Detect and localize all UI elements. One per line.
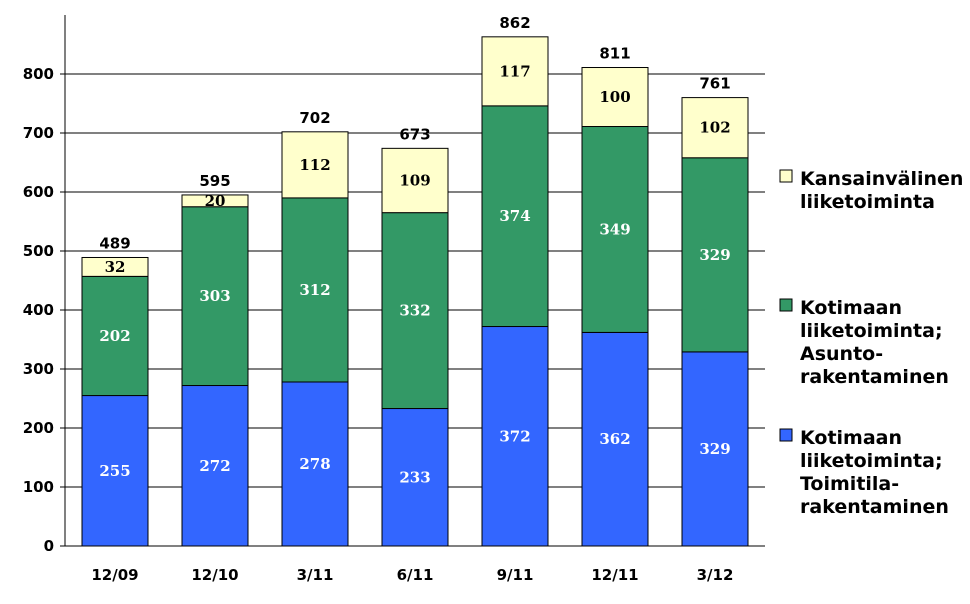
bar-segment — [481, 105, 549, 328]
legend-label: liiketoiminta; — [800, 450, 943, 472]
bar-segment — [281, 131, 349, 199]
bar-segment — [481, 36, 549, 107]
y-tick-label: 400 — [23, 301, 54, 319]
data-label: 372 — [499, 427, 530, 445]
y-tick-label: 300 — [23, 360, 54, 378]
data-label: 109 — [399, 171, 430, 189]
legend-swatch — [779, 169, 793, 183]
legend-label: Kansainvälinen — [800, 168, 963, 190]
total-label: 862 — [499, 14, 530, 32]
bar-segment — [681, 97, 749, 159]
bar-segment — [581, 331, 649, 547]
bar-segment — [381, 212, 449, 410]
x-tick-label: 9/11 — [497, 566, 534, 584]
data-label: 349 — [599, 220, 630, 238]
y-tick-label: 100 — [23, 478, 54, 496]
data-label: 303 — [199, 287, 230, 305]
data-label: 233 — [399, 468, 430, 486]
legend-label: liiketoiminta — [800, 191, 935, 213]
legend-label: Asunto- — [800, 343, 883, 365]
bar-segment — [381, 408, 449, 547]
x-tick-label: 3/11 — [297, 566, 334, 584]
y-tick-label: 200 — [23, 419, 54, 437]
data-label: 102 — [699, 119, 730, 137]
bar-segment — [381, 147, 449, 214]
x-tick-label: 12/10 — [191, 566, 238, 584]
data-label: 329 — [699, 440, 730, 458]
data-label: 278 — [299, 455, 330, 473]
data-label: 117 — [499, 62, 530, 80]
data-label: 332 — [399, 302, 430, 320]
bar-segment — [81, 275, 149, 397]
bar-segment — [681, 157, 749, 353]
total-label: 673 — [399, 125, 430, 143]
y-tick-label: 700 — [23, 124, 54, 142]
bar-segment — [181, 385, 249, 547]
bars: 255 202 32 489 272 303 20 595 278 312 112 702 233 332… — [81, 14, 749, 547]
y-tick-label: 500 — [23, 242, 54, 260]
bar-segment — [581, 67, 649, 128]
legend-label: liiketoiminta; — [800, 320, 943, 342]
data-label: 272 — [199, 457, 230, 475]
total-label: 702 — [299, 109, 330, 127]
data-label: 374 — [499, 207, 530, 225]
data-label: 112 — [299, 156, 330, 174]
data-label: 312 — [299, 281, 330, 299]
data-label: 202 — [99, 327, 130, 345]
legend-label: rakentaminen — [800, 496, 949, 518]
bar-segment — [81, 256, 149, 277]
y-tick-label: 800 — [23, 65, 54, 83]
x-tick-label: 3/12 — [697, 566, 734, 584]
bar-segment — [681, 351, 749, 547]
y-tick-label: 0 — [44, 537, 54, 555]
x-axis: 12/09 12/10 3/11 6/11 9/11 12/11 3/12 — [91, 566, 733, 584]
data-label: 32 — [105, 258, 126, 276]
data-label: 20 — [205, 192, 226, 210]
bar-segment — [581, 126, 649, 333]
legend-label: Toimitila- — [800, 473, 899, 495]
y-tick-label: 600 — [23, 183, 54, 201]
data-label: 255 — [99, 462, 130, 480]
legend-label: rakentaminen — [800, 366, 949, 388]
x-tick-label: 12/09 — [91, 566, 138, 584]
data-label: 100 — [599, 88, 630, 106]
x-tick-label: 6/11 — [397, 566, 434, 584]
bar-segment — [481, 326, 549, 547]
legend: KansainvälinenliiketoimintaKotimaanliike… — [779, 168, 963, 518]
legend-label: Kotimaan — [800, 297, 902, 319]
x-tick-label: 12/11 — [591, 566, 638, 584]
data-label: 362 — [599, 430, 630, 448]
total-label: 595 — [199, 172, 230, 190]
total-label: 761 — [699, 75, 730, 93]
total-label: 811 — [599, 45, 630, 63]
legend-label: Kotimaan — [800, 427, 902, 449]
data-label: 329 — [699, 246, 730, 264]
total-label: 489 — [99, 234, 130, 252]
bar-segment — [281, 197, 349, 383]
y-axis: 0 100 200 300 400 500 600 700 800 — [23, 15, 66, 555]
legend-swatch — [779, 298, 793, 312]
legend-swatch — [779, 428, 793, 442]
bar-segment — [181, 194, 249, 208]
